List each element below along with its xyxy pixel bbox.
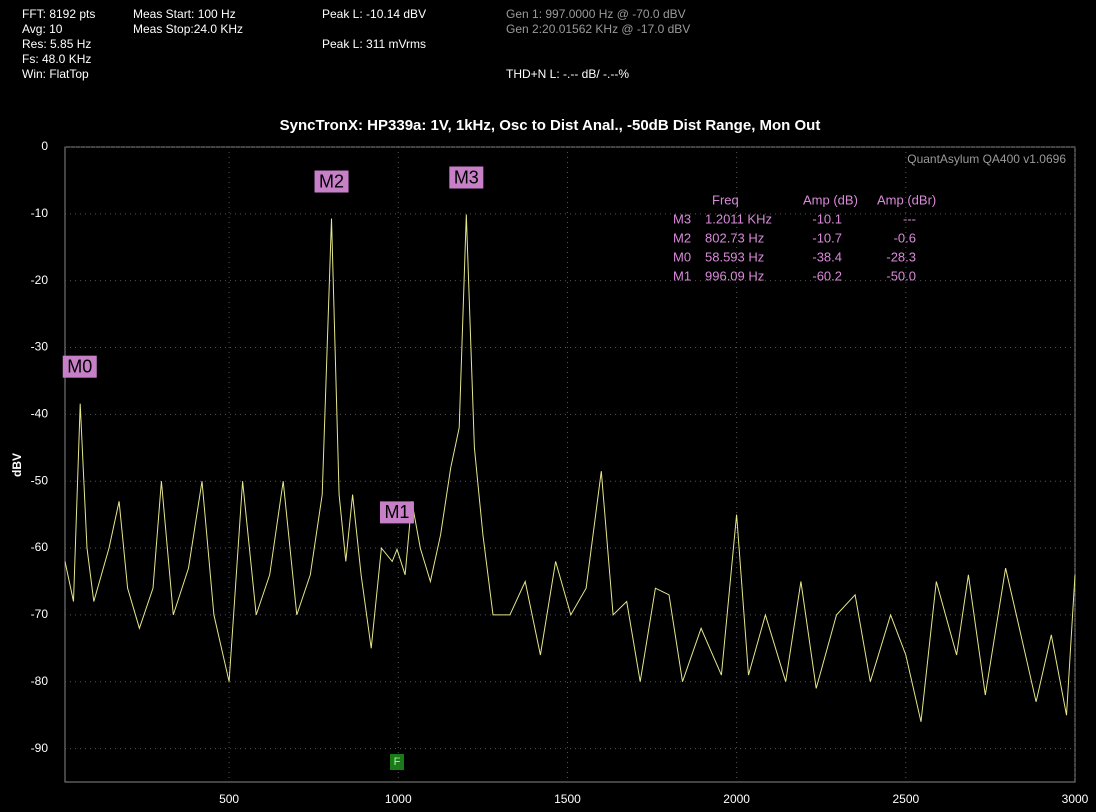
info: Avg: 10 xyxy=(22,22,63,36)
f-marker: F xyxy=(394,756,401,768)
table-cell: -10.7 xyxy=(812,230,842,245)
table-cell: M2 xyxy=(673,230,691,245)
marker-label: M2 xyxy=(319,171,344,191)
y-tick-label: -70 xyxy=(31,607,49,621)
info: FFT: 8192 pts xyxy=(22,7,95,21)
thdn: THD+N L: -.-- dB/ -.--% xyxy=(506,67,629,81)
table-header: Amp (dB) xyxy=(803,192,858,207)
marker-label: M0 xyxy=(67,356,92,376)
table-cell: -38.4 xyxy=(812,249,842,264)
y-tick-label: -60 xyxy=(31,540,49,554)
x-tick-label: 3000 xyxy=(1062,792,1089,806)
trace xyxy=(64,214,1076,722)
table-cell: --- xyxy=(903,211,916,226)
y-tick-label: -90 xyxy=(31,741,49,755)
info: Fs: 48.0 KHz xyxy=(22,52,91,66)
info: Win: FlatTop xyxy=(22,67,89,81)
table-cell: -50.0 xyxy=(886,268,916,283)
y-tick-label: -50 xyxy=(31,473,49,487)
y-tick-label: -80 xyxy=(31,674,49,688)
watermark: QuantAsylum QA400 v1.0696 xyxy=(907,152,1066,166)
table-header: Freq xyxy=(712,192,739,207)
marker-label: M3 xyxy=(454,167,479,187)
x-tick-label: 2500 xyxy=(892,792,919,806)
y-tick-label: -40 xyxy=(31,407,49,421)
table-cell: -60.2 xyxy=(812,268,842,283)
table-cell: 802.73 Hz xyxy=(705,230,764,245)
chart-title: SyncTronX: HP339a: 1V, 1kHz, Osc to Dist… xyxy=(280,117,821,134)
plot-frame xyxy=(64,146,1076,783)
x-tick-label: 1500 xyxy=(554,792,581,806)
table-header: Amp (dBr) xyxy=(877,192,936,207)
marker-label: M1 xyxy=(384,502,409,522)
y-tick-label: -30 xyxy=(31,340,49,354)
y-tick-label: -10 xyxy=(31,206,49,220)
marker-box xyxy=(449,166,484,189)
table-cell: M3 xyxy=(673,211,691,226)
x-tick-label: 1000 xyxy=(385,792,412,806)
gen: Gen 1: 997.0000 Hz @ -70.0 dBV xyxy=(506,7,686,21)
peak: Peak L: -10.14 dBV xyxy=(322,7,426,21)
y-tick-label: 0 xyxy=(41,139,48,153)
header: FFT: 8192 pts Avg: 10 Res: 5.85 Hz Fs: 4… xyxy=(22,7,690,81)
f-marker-box xyxy=(390,754,404,770)
table-cell: M0 xyxy=(673,249,691,264)
y-axis-label: dBV xyxy=(10,453,24,477)
info: Meas Start: 100 Hz xyxy=(133,7,236,21)
table-cell: 58.593 Hz xyxy=(705,249,764,264)
table-cell: -0.6 xyxy=(894,230,916,245)
marker-box xyxy=(314,170,349,193)
x-tick-label: 500 xyxy=(219,792,239,806)
marker-box xyxy=(62,355,97,378)
marker-box xyxy=(379,501,414,524)
table-cell: M1 xyxy=(673,268,691,283)
x-tick-label: 2000 xyxy=(723,792,750,806)
table-cell: 996.09 Hz xyxy=(705,268,764,283)
gen: Gen 2:20.01562 KHz @ -17.0 dBV xyxy=(506,22,690,36)
info: Res: 5.85 Hz xyxy=(22,37,91,51)
peak: Peak L: 311 mVrms xyxy=(322,37,426,51)
table-cell: -10.1 xyxy=(812,211,842,226)
table-cell: -28.3 xyxy=(886,249,916,264)
table-cell: 1.2011 KHz xyxy=(705,211,772,226)
info: Meas Stop:24.0 KHz xyxy=(133,22,243,36)
y-tick-label: -20 xyxy=(31,273,49,287)
